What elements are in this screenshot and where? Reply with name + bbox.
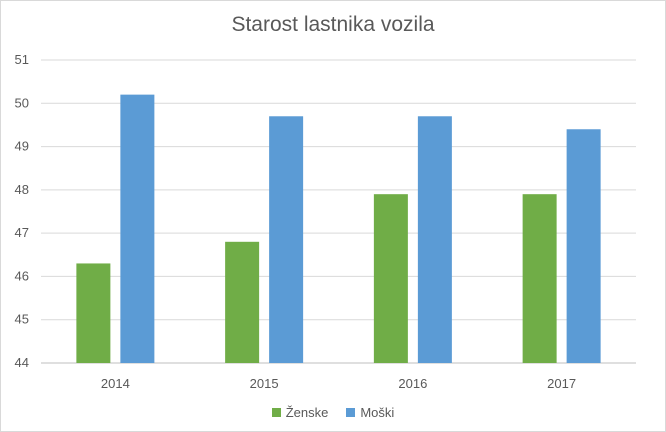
x-tick-label: 2015	[250, 376, 279, 391]
legend-swatch-zenske	[271, 408, 281, 417]
legend-item-zenske: Ženske	[271, 405, 329, 420]
x-tick-label: 2016	[398, 376, 427, 391]
plot-area: 44 45 46 47 48 49 50 51 2014 2015 2016 2017	[15, 52, 636, 391]
legend-swatch-moski	[346, 408, 356, 417]
y-tick-label: 49	[15, 139, 29, 154]
y-tick-label: 48	[15, 182, 29, 197]
y-tick-label: 47	[15, 225, 29, 240]
legend-item-moski: Moški	[346, 405, 394, 420]
x-tick-label: 2014	[101, 376, 130, 391]
y-tick-label: 51	[15, 52, 29, 67]
bar-moski-2015	[269, 116, 304, 364]
legend-label-moski: Moški	[360, 405, 395, 420]
chart-title: Starost lastnika vozila	[231, 13, 435, 36]
y-tick-label: 44	[15, 355, 29, 370]
bar-zenske-2015	[225, 241, 260, 363]
x-tick-label: 2017	[547, 376, 576, 391]
y-tick-label: 45	[15, 312, 29, 327]
y-tick-label: 46	[15, 268, 29, 283]
bar-zenske-2014	[76, 263, 111, 363]
bar-zenske-2016	[373, 194, 408, 363]
bar-moski-2014	[120, 94, 155, 363]
legend: Ženske Moški	[1, 405, 665, 420]
y-tick-label: 50	[15, 95, 29, 110]
bar-zenske-2017	[522, 194, 557, 363]
legend-label-zenske: Ženske	[285, 405, 329, 420]
bar-moski-2016	[417, 116, 452, 364]
bar-moski-2017	[566, 129, 601, 363]
